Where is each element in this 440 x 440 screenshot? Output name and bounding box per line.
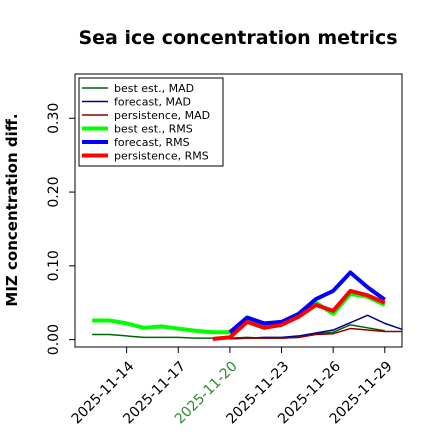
series-lines	[92, 270, 403, 341]
legend-label: best est., RMS	[114, 123, 193, 136]
legend-label: best est., MAD	[114, 82, 194, 95]
legend-label: persistence, MAD	[114, 109, 210, 122]
y-tick-label: 0.00	[46, 324, 62, 355]
series-line-2	[229, 327, 402, 340]
legend-box	[78, 77, 224, 167]
legend-label: forecast, MAD	[114, 96, 191, 109]
series-line-4	[228, 270, 386, 334]
plot-frame	[74, 73, 403, 348]
y-tick-label: 0.10	[46, 250, 62, 281]
legend-label: forecast, RMS	[114, 136, 190, 149]
y-tick-label: 0.30	[46, 103, 62, 134]
y-tick-label: 0.20	[46, 176, 62, 207]
y-axis-label: MIZ concentration diff.	[3, 113, 21, 306]
legend-label: persistence, RMS	[114, 150, 209, 163]
chart-title: Sea ice concentration metrics	[78, 27, 397, 49]
series-line-5	[212, 288, 386, 341]
y-ticks: 0.00 0.10 0.20 0.30	[46, 103, 75, 355]
x-ticks: 2025-11-142025-11-172025-11-202025-11-23…	[69, 347, 396, 427]
